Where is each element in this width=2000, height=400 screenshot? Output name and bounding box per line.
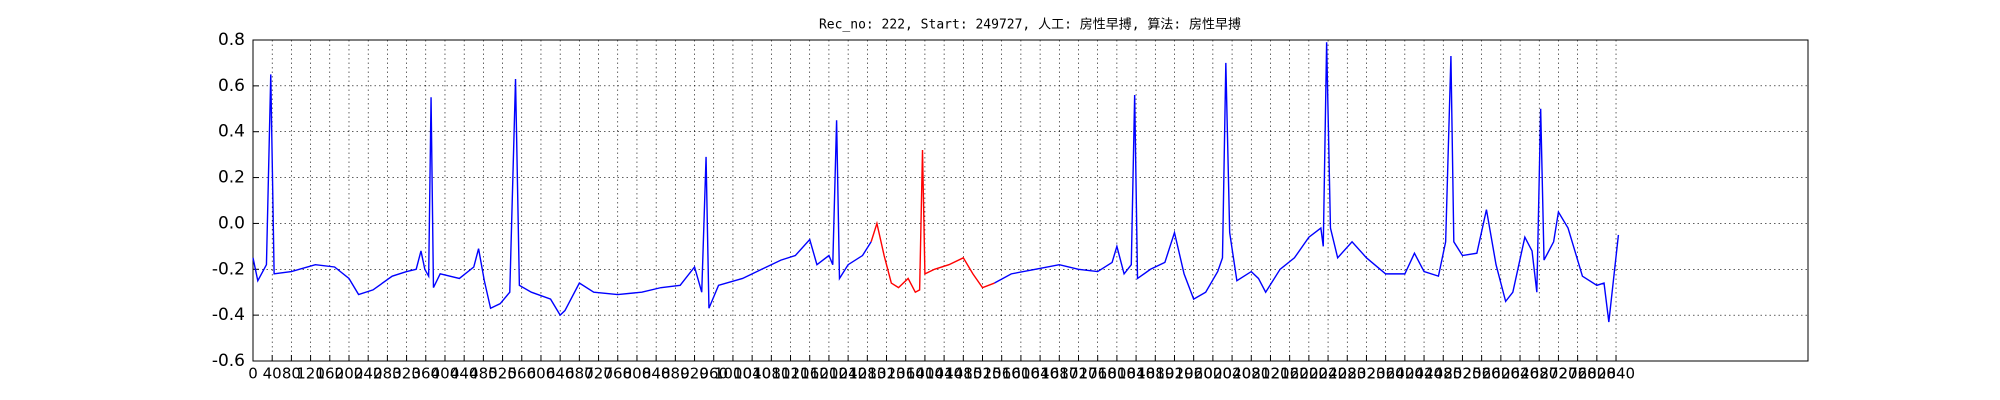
x-tick-label: 2640 bbox=[1501, 365, 1539, 383]
x-tick-label: 1760 bbox=[1079, 365, 1117, 383]
x-tick-label: 2000 bbox=[1194, 365, 1232, 383]
x-tick-label: 2840 bbox=[1597, 365, 1635, 383]
chart-title: Rec_no: 222, Start: 249727, 人工: 房性早搏, 算法… bbox=[819, 17, 1241, 33]
y-tick-label: 0.8 bbox=[218, 30, 245, 50]
signal-line bbox=[252, 42, 1620, 323]
x-tick-label: 2400 bbox=[1386, 365, 1424, 383]
x-tick-label: 2320 bbox=[1347, 365, 1385, 383]
y-tick-label: -0.6 bbox=[212, 351, 245, 371]
x-tick-label: 720 bbox=[584, 365, 613, 383]
x-tick-label: 2520 bbox=[1443, 365, 1481, 383]
x-tick-label: 2600 bbox=[1482, 365, 1520, 383]
x-tick-label: 520 bbox=[488, 365, 517, 383]
x-tick-label: 640 bbox=[546, 365, 575, 383]
y-tick-label: -0.4 bbox=[212, 305, 245, 325]
x-tick-label: 880 bbox=[661, 365, 690, 383]
signal-line bbox=[870, 150, 995, 294]
x-tick-label: 1440 bbox=[925, 365, 963, 383]
x-tick-label: 1600 bbox=[1002, 365, 1040, 383]
x-tick-label: 2120 bbox=[1251, 365, 1289, 383]
x-tick-label: 0 bbox=[248, 365, 258, 383]
x-tick-label: 2080 bbox=[1232, 365, 1270, 383]
x-tick-label: 1000 bbox=[714, 365, 752, 383]
x-tick-label: 760 bbox=[603, 365, 632, 383]
x-tick-label: 1840 bbox=[1117, 365, 1155, 383]
x-tick-label: 1480 bbox=[944, 365, 982, 383]
x-tick-label: 1560 bbox=[983, 365, 1021, 383]
x-tick-label: 2240 bbox=[1309, 365, 1347, 383]
y-tick-label: 0.2 bbox=[218, 168, 245, 188]
x-tick-label: 600 bbox=[527, 365, 556, 383]
x-tick-label: 1640 bbox=[1021, 365, 1059, 383]
x-tick-label: 2160 bbox=[1271, 365, 1309, 383]
x-tick-label: 120 bbox=[296, 365, 325, 383]
x-tick-label: 1520 bbox=[963, 365, 1001, 383]
x-tick-label: 920 bbox=[680, 365, 709, 383]
x-tick-label: 1280 bbox=[848, 365, 886, 383]
x-tick-label: 360 bbox=[411, 365, 440, 383]
x-tick-label: 40 bbox=[263, 365, 282, 383]
x-tick-label: 280 bbox=[373, 365, 402, 383]
x-tick-label: 200 bbox=[335, 365, 364, 383]
x-tick-label: 1400 bbox=[906, 365, 944, 383]
x-tick-label: 240 bbox=[354, 365, 383, 383]
x-tick-label: 1200 bbox=[810, 365, 848, 383]
x-tick-label: 2360 bbox=[1367, 365, 1405, 383]
x-tick-label: 1720 bbox=[1059, 365, 1097, 383]
x-tick-label: 1880 bbox=[1136, 365, 1174, 383]
x-tick-label: 1080 bbox=[752, 365, 790, 383]
x-tick-label: 800 bbox=[623, 365, 652, 383]
x-tick-label: 560 bbox=[507, 365, 536, 383]
x-tick-label: 960 bbox=[699, 365, 728, 383]
x-tick-label: 1680 bbox=[1040, 365, 1078, 383]
y-tick-label: 0.0 bbox=[218, 213, 245, 233]
x-tick-label: 2480 bbox=[1424, 365, 1462, 383]
x-tick-label: 480 bbox=[469, 365, 498, 383]
x-tick-label: 1800 bbox=[1098, 365, 1136, 383]
x-tick-label: 1040 bbox=[733, 365, 771, 383]
x-tick-label: 2680 bbox=[1520, 365, 1558, 383]
x-tick-label: 1360 bbox=[887, 365, 925, 383]
x-tick-label: 400 bbox=[431, 365, 460, 383]
x-tick-label: 440 bbox=[450, 365, 479, 383]
x-tick-label: 1120 bbox=[771, 365, 809, 383]
y-tick-label: -0.2 bbox=[212, 259, 245, 279]
x-tick-label: 2720 bbox=[1539, 365, 1577, 383]
x-tick-label: 2560 bbox=[1463, 365, 1501, 383]
x-tick-label: 80 bbox=[282, 365, 301, 383]
x-tick-label: 1320 bbox=[867, 365, 905, 383]
x-tick-label: 2800 bbox=[1578, 365, 1616, 383]
x-tick-label: 2440 bbox=[1405, 365, 1443, 383]
x-tick-label: 2760 bbox=[1559, 365, 1597, 383]
x-tick-label: 1920 bbox=[1155, 365, 1193, 383]
x-tick-label: 840 bbox=[642, 365, 671, 383]
y-tick-label: 0.6 bbox=[218, 76, 245, 96]
x-tick-label: 1960 bbox=[1175, 365, 1213, 383]
x-tick-label: 2040 bbox=[1213, 365, 1251, 383]
x-tick-label: 680 bbox=[565, 365, 594, 383]
x-tick-label: 1240 bbox=[829, 365, 867, 383]
x-tick-label: 2280 bbox=[1328, 365, 1366, 383]
x-tick-label: 1160 bbox=[791, 365, 829, 383]
y-tick-label: 0.4 bbox=[218, 122, 245, 142]
x-tick-label: 160 bbox=[315, 365, 344, 383]
x-tick-label: 2200 bbox=[1290, 365, 1328, 383]
plot-frame bbox=[252, 39, 1809, 362]
x-tick-label: 320 bbox=[392, 365, 421, 383]
